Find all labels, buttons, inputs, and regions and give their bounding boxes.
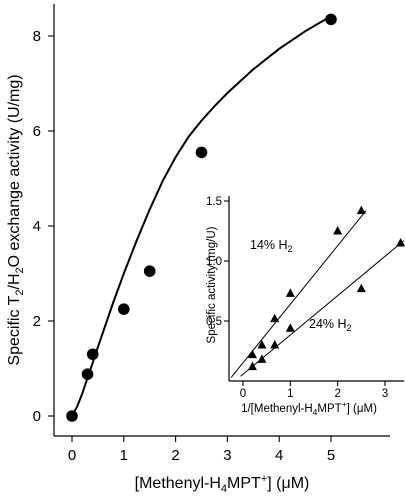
main-x-tick-label: 2 (171, 447, 179, 464)
inset-y-tick-label: 1.0 (206, 256, 222, 268)
inset-data-point (270, 340, 280, 349)
main-data-point (118, 303, 130, 315)
main-y-tick-label: 8 (33, 28, 41, 45)
inset-y-axis-title: Specific activity (mg/U) (206, 226, 218, 343)
main-data-points (66, 13, 337, 422)
inset-plot: 0 1 2 3 0.5 1.0 1.5 14% H2 24% H2 1/[Methenyl-… (202, 190, 405, 417)
inset-data-point (247, 349, 257, 359)
main-y-tick-label: 2 (33, 313, 41, 330)
inset-data-points (247, 205, 405, 371)
main-data-point (66, 410, 78, 422)
inset-fit-line (230, 210, 367, 378)
main-data-point (325, 13, 337, 26)
series-label-24: 24% H2 (309, 317, 352, 333)
series-label-14: 14% H2 (250, 238, 293, 254)
main-plot: 0 1 2 3 4 5 0 2 4 6 8 [Methenyl-H4MPT+] (μM) Speci… (6, 4, 390, 495)
main-x-tick-label: 5 (327, 447, 335, 464)
inset-x-axis-title: 1/[Methenyl-H4MPT+] (μM) (241, 399, 377, 417)
main-y-tick-label: 0 (33, 408, 41, 425)
inset-y-tick-label: 0.5 (206, 316, 222, 328)
main-y-tick-label: 6 (33, 123, 41, 140)
inset-x-tick-label: 3 (382, 388, 388, 400)
inset-ticks: 0 1 2 3 0.5 1.0 1.5 (206, 196, 388, 400)
inset-fit-lines (230, 210, 405, 378)
inset-data-point (356, 205, 366, 215)
inset-data-point (285, 323, 295, 332)
inset-x-tick-label: 2 (334, 388, 340, 400)
inset-fit-line (240, 240, 405, 377)
inset-data-point (285, 288, 295, 297)
inset-y-tick-label: 1.5 (206, 196, 222, 208)
inset-x-tick-label: 0 (240, 388, 246, 400)
main-x-tick-label: 4 (275, 447, 283, 464)
inset-data-point (333, 226, 343, 235)
inset-x-tick-label: 1 (287, 388, 293, 400)
inset-data-point (396, 238, 405, 247)
main-x-tick-label: 3 (223, 447, 231, 464)
main-y-axis-title: Specific T2/H2O exchange activity (U/mg) (6, 74, 26, 365)
inset-data-point (270, 313, 280, 323)
main-ticks: 0 1 2 3 4 5 0 2 4 6 8 (33, 28, 336, 464)
main-data-point (86, 348, 99, 361)
main-data-point (143, 265, 156, 277)
main-y-tick-label: 4 (33, 218, 41, 235)
inset-data-point (247, 361, 257, 371)
main-x-tick-label: 1 (120, 447, 128, 464)
inset-background (202, 190, 404, 382)
inset-data-point (257, 340, 267, 349)
inset-data-point (356, 283, 366, 293)
main-data-point (81, 368, 94, 381)
main-x-axis-title: [Methenyl-H4MPT+] (μM) (135, 473, 310, 495)
main-x-tick-label: 0 (68, 447, 76, 464)
main-data-point (195, 146, 208, 159)
inset-data-point (257, 354, 267, 363)
